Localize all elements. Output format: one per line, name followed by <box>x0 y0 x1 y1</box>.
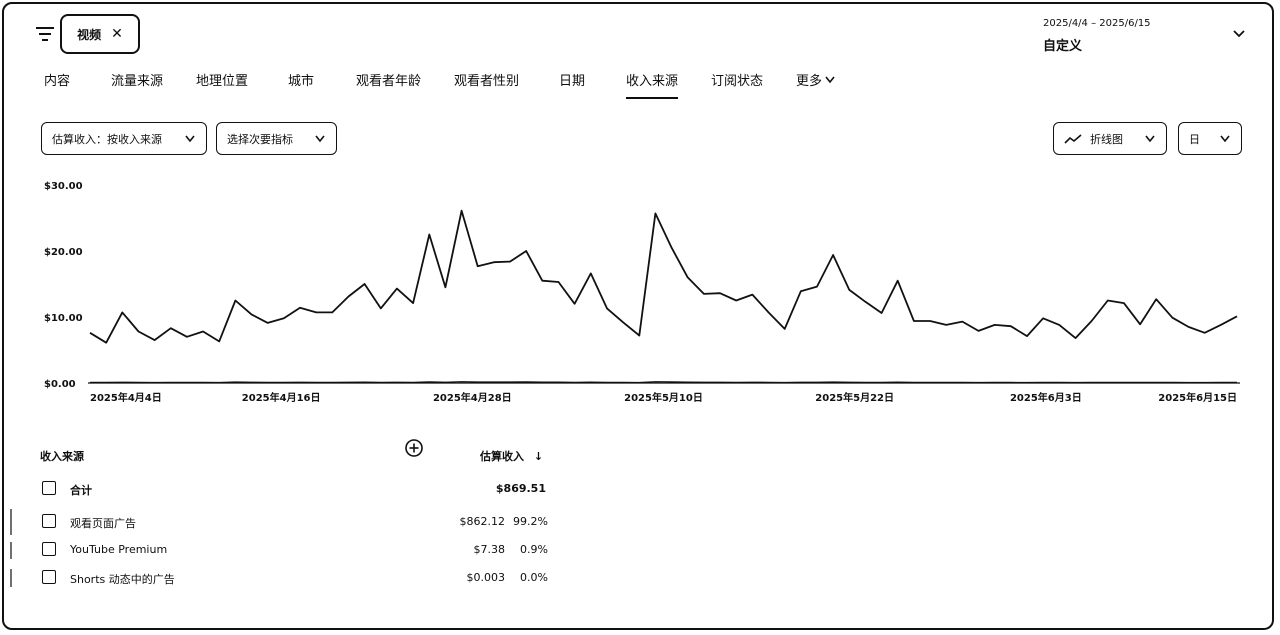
filter-chip-label: 视频 <box>77 27 102 42</box>
y-tick-label: $0.00 <box>44 379 76 390</box>
y-tick-label: $20.00 <box>44 247 83 258</box>
filter-chip-video[interactable]: 视频 ✕ <box>60 14 140 54</box>
row-value: $7.38 <box>473 543 506 556</box>
line-chart-icon <box>1064 133 1082 144</box>
tab-traffic-source[interactable]: 流量来源 <box>111 74 164 89</box>
row-percent: 0.9% <box>520 543 548 556</box>
table-row-total: 合计 $869.51 <box>40 480 560 500</box>
x-tick-label: 2025年4月16日 <box>242 391 321 404</box>
table-row: 观看页面广告 $862.12 99.2% <box>40 513 560 533</box>
y-tick-label: $10.00 <box>44 313 83 324</box>
column-header-source[interactable]: 收入来源 <box>40 450 84 463</box>
y-tick-label: $30.00 <box>44 181 83 192</box>
tab-bar: 内容 流量来源 地理位置 城市 观看者年龄 观看者性别 日期 收入来源 订阅状态… <box>44 70 864 100</box>
row-value: $862.12 <box>459 515 506 528</box>
tab-date[interactable]: 日期 <box>559 74 586 89</box>
series-line-secondary[interactable] <box>90 381 1238 384</box>
column-header-revenue-label: 估算收入 <box>480 450 524 463</box>
tab-revenue-source[interactable]: 收入来源 <box>626 70 679 99</box>
row-checkbox[interactable] <box>42 542 56 556</box>
column-header-revenue[interactable]: 估算收入 ↓ <box>480 448 543 464</box>
revenue-chart[interactable]: $30.00 $20.00 $10.00 $0.00 2025年4月4日 2025年4月1… <box>4 164 1280 414</box>
x-tick-label: 2025年6月3日 <box>1010 391 1082 404</box>
chevron-down-icon <box>315 135 325 142</box>
x-tick-label: 2025年4月4日 <box>90 391 162 404</box>
close-icon[interactable]: ✕ <box>111 26 123 42</box>
tab-city[interactable]: 城市 <box>288 74 315 89</box>
row-checkbox[interactable] <box>42 570 56 584</box>
row-label: 合计 <box>70 484 92 497</box>
chevron-down-icon[interactable] <box>1232 28 1246 40</box>
series-line-watch-page-ads[interactable] <box>89 209 1238 344</box>
secondary-metric-dropdown[interactable]: 选择次要指标 <box>216 122 337 155</box>
granularity-dropdown[interactable]: 日 <box>1178 122 1242 155</box>
add-circle-icon[interactable] <box>404 438 424 458</box>
chart-type-dropdown[interactable]: 折线图 <box>1053 122 1167 155</box>
chevron-down-icon <box>1145 135 1155 142</box>
metric-dropdown[interactable]: 估算收入：按收入来源 <box>41 122 207 155</box>
row-value: $869.51 <box>495 482 546 495</box>
row-label: Shorts 动态中的广告 <box>70 573 175 586</box>
row-checkbox[interactable] <box>42 514 56 528</box>
sort-arrow-icon: ↓ <box>533 450 544 463</box>
granularity-label: 日 <box>1189 132 1200 146</box>
row-label: YouTube Premium <box>70 543 168 556</box>
row-percent: 0.0% <box>520 571 548 584</box>
table-row: Shorts 动态中的广告 $0.003 0.0% <box>40 569 560 589</box>
chart-type-label: 折线图 <box>1090 132 1123 146</box>
date-range-label[interactable]: 自定义 <box>1043 39 1083 54</box>
row-percent: 99.2% <box>513 515 548 528</box>
table-row: YouTube Premium $7.38 0.9% <box>40 541 560 561</box>
row-label: 观看页面广告 <box>70 517 136 530</box>
revenue-line-chart[interactable]: $30.00 $20.00 $10.00 $0.00 2025年4月4日 2025年4月1… <box>4 164 1274 414</box>
side-marks <box>10 509 12 587</box>
row-checkbox[interactable] <box>42 481 56 495</box>
tab-viewer-gender[interactable]: 观看者性别 <box>454 74 520 89</box>
x-tick-label: 2025年6月15日 <box>1158 391 1237 404</box>
secondary-metric-label: 选择次要指标 <box>227 132 293 146</box>
tab-content[interactable]: 内容 <box>44 74 71 89</box>
tab-viewer-age[interactable]: 观看者年龄 <box>356 74 422 89</box>
row-value: $0.003 <box>466 571 506 584</box>
chevron-down-icon <box>825 76 835 83</box>
tab-more[interactable]: 更多 <box>796 70 836 89</box>
tab-subscription-status[interactable]: 订阅状态 <box>711 74 764 89</box>
chevron-down-icon <box>1220 135 1230 142</box>
chevron-down-icon <box>185 135 195 142</box>
date-range: 2025/4/4 – 2025/6/15 <box>1043 18 1151 29</box>
filter-list-icon[interactable] <box>34 24 56 44</box>
tab-geography[interactable]: 地理位置 <box>196 74 249 89</box>
x-tick-label: 2025年5月22日 <box>815 391 894 404</box>
x-tick-label: 2025年5月10日 <box>624 391 703 404</box>
metric-dropdown-label: 估算收入：按收入来源 <box>52 132 162 146</box>
x-tick-label: 2025年4月28日 <box>433 391 512 404</box>
